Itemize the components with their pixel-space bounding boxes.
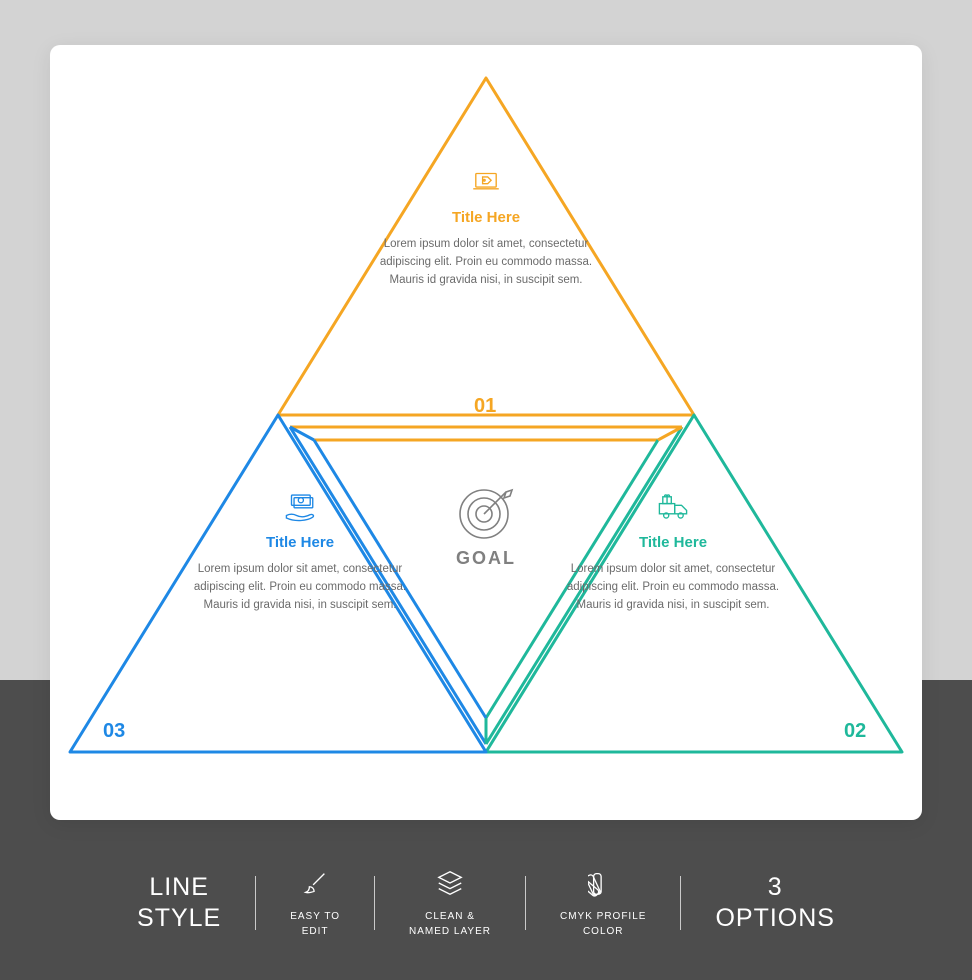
section-body: Lorem ipsum dolor sit amet, consectetur … <box>376 236 596 289</box>
section-body: Lorem ipsum dolor sit amet, consectetur … <box>563 561 783 614</box>
goal-label: GOAL <box>416 548 556 569</box>
section-title: Title Here <box>563 534 783 551</box>
truck-gift-icon <box>563 490 783 524</box>
target-icon <box>416 480 556 544</box>
section-number-02: 02 <box>844 720 866 743</box>
section-03: Title Here Lorem ipsum dolor sit amet, co… <box>190 490 410 614</box>
section-title: Title Here <box>376 209 596 226</box>
laptop-tag-icon <box>376 165 596 199</box>
footer-left: LINE STYLE <box>103 872 255 935</box>
center-goal: GOAL <box>416 480 556 569</box>
footer-strip: LINE STYLE EASY TO EDIT CLEAN & NAMED LA… <box>0 858 972 948</box>
hand-cash-icon <box>190 490 410 524</box>
swatch-icon <box>560 868 646 903</box>
footer-item-layers: CLEAN & NAMED LAYER <box>375 868 525 939</box>
section-02: Title Here Lorem ipsum dolor sit amet, co… <box>563 490 783 614</box>
section-number-03: 03 <box>103 720 125 743</box>
section-number-01: 01 <box>474 395 496 418</box>
section-body: Lorem ipsum dolor sit amet, consectetur … <box>190 561 410 614</box>
layers-icon <box>409 868 491 903</box>
footer-right: 3 OPTIONS <box>681 872 869 935</box>
brush-icon <box>290 868 340 903</box>
infographic-root: Title Here Lorem ipsum dolor sit amet, co… <box>0 0 972 980</box>
footer-item-swatch: CMYK PROFILE COLOR <box>526 868 680 939</box>
footer-item-edit: EASY TO EDIT <box>256 868 374 939</box>
section-01: Title Here Lorem ipsum dolor sit amet, co… <box>376 165 596 289</box>
section-title: Title Here <box>190 534 410 551</box>
